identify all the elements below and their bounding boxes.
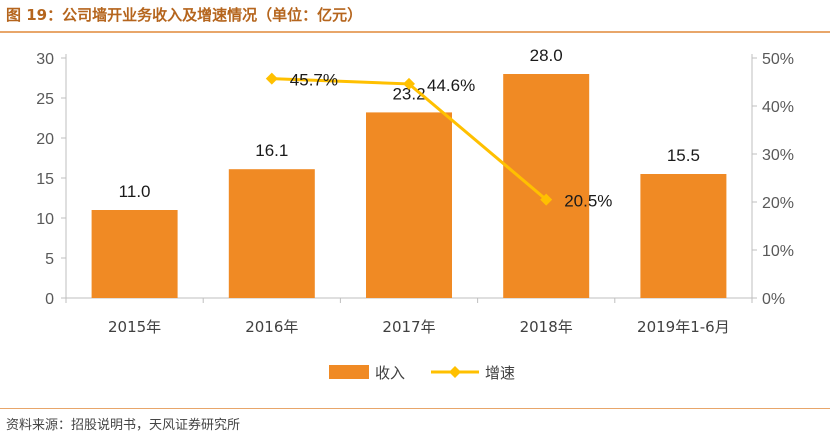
x-tick-label: 2019年1-6月 [637,318,730,336]
chart: 0 5 10 15 20 25 30 0% 10% 20% 30% 40% 50% 2015年 2016年 2… [36,46,794,382]
y-right-tick-label: 30% [762,147,794,164]
title-divider [0,31,830,33]
growth-data-label: 20.5% [564,192,612,211]
y-left-tick-label: 0 [45,291,54,308]
y-left-tick-label: 15 [36,171,54,188]
y-left-tick-label: 30 [36,51,54,68]
growth-point-marker [265,72,278,85]
bar [366,112,452,299]
bar-data-label: 11.0 [119,182,151,201]
bar-data-label: 16.1 [255,141,288,160]
x-tick-label: 2018年 [520,318,573,336]
bar-series: 11.016.123.228.015.5 [91,46,727,299]
chart-title: 图 19：公司墙开业务收入及增速情况（单位：亿元） [6,6,363,24]
x-tick-label: 2016年 [245,318,298,336]
y-right-tick-label: 10% [762,243,794,260]
line-series: 45.7% 44.6% 20.5% [265,71,612,211]
y-left-tick-label: 5 [45,251,54,268]
bar-data-label: 15.5 [667,146,700,165]
bar [640,174,727,298]
legend-label-bar: 收入 [375,364,405,382]
growth-point-marker [540,193,553,206]
bar [503,74,590,298]
y-left-tick-label: 10 [36,211,54,228]
y-right-tick-label: 40% [762,99,794,116]
legend-label-line: 增速 [485,364,515,382]
bar [91,210,178,298]
bar [228,169,315,298]
y-right-tick-label: 0% [762,291,785,308]
y-right-tick-label: 20% [762,195,794,212]
legend: 收入 增速 [329,364,515,382]
y-right-tick-label: 50% [762,51,794,68]
legend-swatch-bar [329,365,369,379]
growth-data-label: 45.7% [290,71,338,90]
footer-divider [0,408,830,409]
growth-data-label: 44.6% [427,76,475,95]
source-note: 资料来源：招股说明书，天风证券研究所 [6,418,241,433]
growth-point-marker [403,77,415,90]
legend-swatch-marker [449,366,461,378]
bar-data-label: 28.0 [530,46,563,65]
x-tick-label: 2015年 [108,318,161,336]
y-left-tick-label: 20 [36,131,54,148]
y-left-tick-label: 25 [36,91,54,108]
x-tick-label: 2017年 [382,318,435,336]
